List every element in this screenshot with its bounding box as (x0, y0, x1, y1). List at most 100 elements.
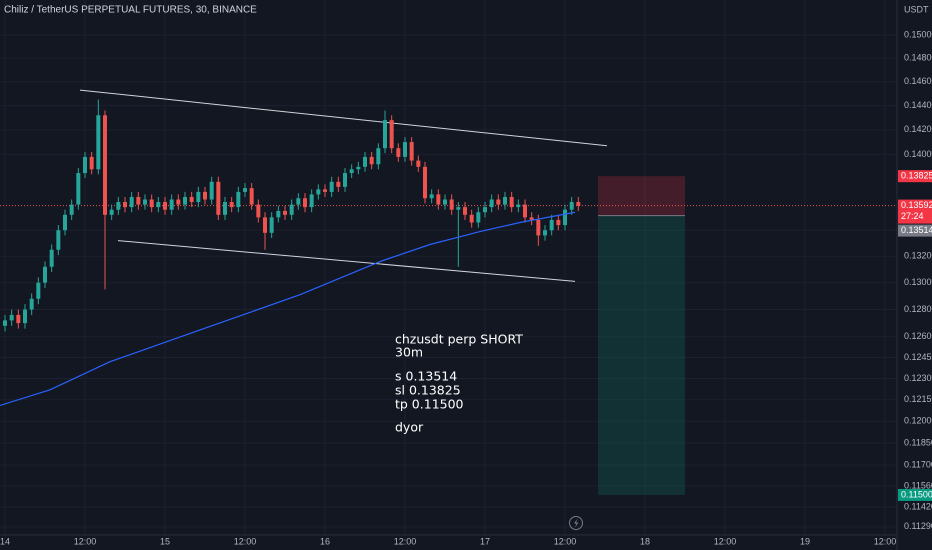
x-tick-label: 12:00 (394, 536, 417, 546)
candle-body (469, 214, 474, 223)
candle-body (343, 173, 347, 187)
stop-label: 0.13825 (901, 171, 932, 181)
stop-zone (598, 176, 685, 216)
x-tick-label: 12:00 (74, 536, 97, 546)
icon-bolt[interactable] (574, 518, 579, 528)
candle-body (496, 199, 501, 205)
candle-body (183, 196, 187, 205)
x-tick-label: 12:00 (554, 536, 577, 546)
candle-body (556, 219, 561, 226)
candle-body (103, 115, 107, 215)
candle-body (23, 309, 27, 324)
candle-body (16, 314, 21, 324)
x-tick-label: 15 (160, 536, 170, 546)
candle-body (396, 148, 401, 157)
candle-body (349, 169, 354, 174)
last-price-bg (898, 199, 932, 224)
candle-body (89, 156, 94, 170)
candle-body (456, 207, 461, 210)
candle-body (149, 199, 154, 208)
candle-body (256, 204, 261, 218)
x-tick-label: 18 (640, 536, 650, 546)
candle-body (176, 199, 181, 205)
entry-label: 0.13514 (901, 225, 932, 235)
candle-body (129, 196, 134, 208)
chart-title: Chiliz / TetherUS PERPETUAL FUTURES, 30,… (4, 5, 257, 16)
candle-body (236, 191, 241, 208)
candle-body (463, 207, 467, 215)
candle-body (376, 148, 381, 165)
candle-body (3, 320, 7, 326)
candle-body (49, 249, 54, 267)
replay-icon[interactable] (569, 516, 583, 530)
candle-body (529, 217, 534, 220)
candle-body (336, 181, 341, 187)
note-line: tp 0.11500 (395, 397, 464, 412)
candle-body (309, 194, 314, 208)
candle-body (436, 194, 441, 205)
candle-body (403, 142, 407, 157)
candle-body (423, 166, 427, 199)
candle-body (489, 199, 494, 208)
target-zone (598, 215, 685, 495)
candle-body (303, 198, 307, 208)
x-tick-label: 19 (800, 536, 810, 546)
stop-label-bg (898, 170, 932, 183)
candle-body (209, 181, 214, 200)
candle-body (196, 191, 201, 203)
candle-body (509, 196, 514, 208)
x-tick-label: 12:00 (714, 536, 737, 546)
candle-body (63, 214, 67, 231)
candle-body (543, 230, 547, 236)
candle-body (289, 204, 294, 215)
candle-body (316, 189, 321, 195)
candle-body (203, 191, 207, 200)
candle-body (189, 196, 194, 203)
candle-body (109, 209, 114, 215)
candle-body (409, 142, 414, 161)
candle-body (123, 202, 127, 208)
candle-body (483, 207, 487, 213)
icon-circle[interactable] (569, 516, 583, 530)
candle-body (116, 202, 121, 210)
candle-body (536, 219, 541, 236)
candle-body (516, 204, 521, 208)
candle-body (576, 202, 581, 206)
candle-body (243, 188, 247, 192)
x-tick-label: 17 (480, 536, 490, 546)
candle-body (429, 194, 434, 199)
candle-body (416, 160, 421, 167)
candle-body (276, 210, 281, 218)
countdown-label: 27:24 (901, 211, 924, 221)
candle-body (69, 204, 74, 215)
candle-body (329, 181, 334, 192)
candle-body (76, 173, 81, 205)
candle-body (36, 282, 41, 299)
candle-body (383, 120, 387, 149)
x-tick-label: 12:00 (874, 536, 897, 546)
last-price-label: 0.13592 (901, 200, 932, 210)
candle-body (363, 156, 367, 167)
candle-body (356, 166, 361, 170)
candle-body (476, 212, 481, 223)
candle-body (169, 199, 174, 210)
candle-body (563, 209, 567, 226)
x-tick-label: 16 (320, 536, 330, 546)
